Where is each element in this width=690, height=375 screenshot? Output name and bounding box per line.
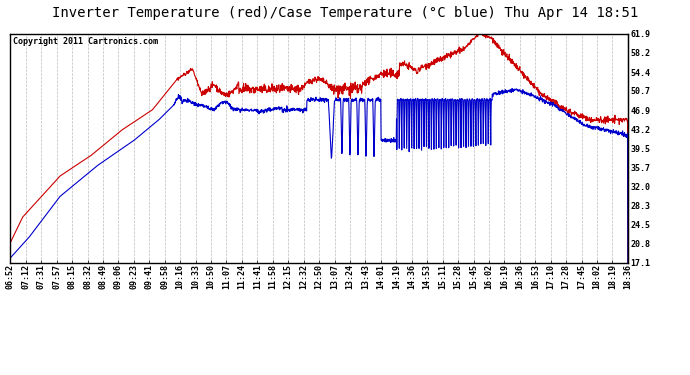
Text: Copyright 2011 Cartronics.com: Copyright 2011 Cartronics.com <box>13 37 159 46</box>
Text: Inverter Temperature (red)/Case Temperature (°C blue) Thu Apr 14 18:51: Inverter Temperature (red)/Case Temperat… <box>52 6 638 20</box>
